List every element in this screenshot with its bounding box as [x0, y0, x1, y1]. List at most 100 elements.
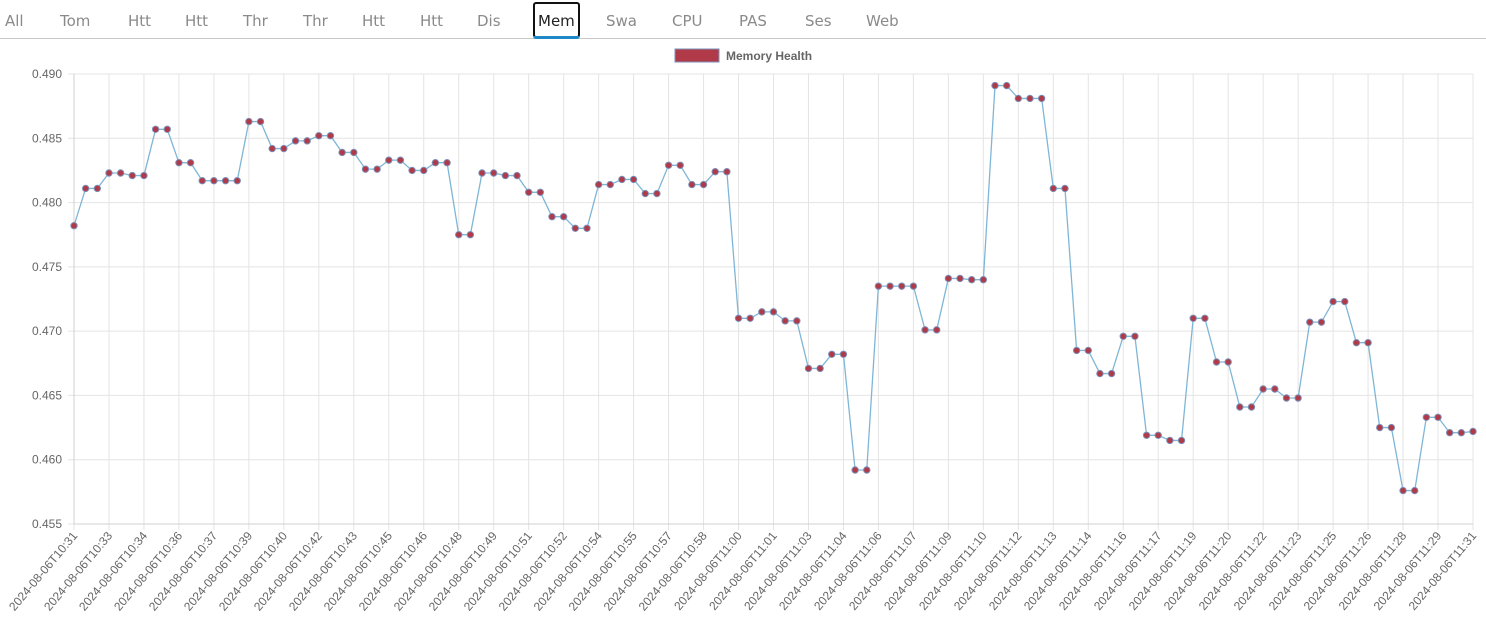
data-point[interactable]: [851, 466, 859, 474]
data-point[interactable]: [1131, 332, 1139, 340]
data-point[interactable]: [559, 213, 568, 221]
data-point[interactable]: [1201, 314, 1209, 322]
data-point[interactable]: [1247, 403, 1256, 411]
data-point[interactable]: [198, 177, 206, 185]
tab-htt-3[interactable]: Htt: [185, 12, 209, 30]
data-point[interactable]: [1072, 346, 1081, 355]
data-point[interactable]: [967, 276, 976, 284]
data-point[interactable]: [1166, 436, 1174, 445]
tab-swa-10[interactable]: Swa: [606, 12, 637, 30]
data-point[interactable]: [280, 144, 288, 153]
data-point[interactable]: [105, 169, 113, 177]
data-point[interactable]: [536, 188, 545, 196]
data-point[interactable]: [466, 231, 475, 239]
data-point[interactable]: [1282, 394, 1291, 402]
chart-legend[interactable]: Memory Health: [674, 48, 812, 63]
tab-mem-9[interactable]: Mem: [533, 2, 580, 39]
data-point[interactable]: [291, 137, 300, 145]
data-point[interactable]: [326, 132, 335, 140]
data-point[interactable]: [933, 326, 941, 334]
data-point[interactable]: [163, 125, 171, 133]
data-point[interactable]: [979, 276, 988, 284]
data-point[interactable]: [1107, 369, 1116, 378]
data-point[interactable]: [641, 189, 649, 198]
tab-thr-5[interactable]: Thr: [303, 12, 328, 30]
tab-pas-12[interactable]: PAS: [739, 12, 767, 30]
data-point[interactable]: [338, 148, 346, 157]
data-point[interactable]: [373, 165, 381, 173]
data-point[interactable]: [1352, 339, 1361, 347]
data-point[interactable]: [524, 188, 533, 196]
data-point[interactable]: [1259, 385, 1267, 393]
data-point[interactable]: [758, 308, 766, 316]
data-point[interactable]: [629, 175, 638, 184]
data-point[interactable]: [70, 222, 78, 230]
data-point[interactable]: [1236, 403, 1244, 411]
data-point[interactable]: [781, 317, 789, 325]
data-point[interactable]: [1341, 297, 1349, 306]
data-point[interactable]: [350, 148, 358, 157]
data-point[interactable]: [1387, 423, 1396, 432]
data-point[interactable]: [1469, 427, 1477, 436]
data-point[interactable]: [734, 314, 743, 322]
tab-ses-13[interactable]: Ses: [805, 12, 832, 30]
data-point[interactable]: [1061, 184, 1069, 193]
tab-dis-8[interactable]: Dis: [477, 12, 501, 30]
data-point[interactable]: [1224, 358, 1232, 366]
data-point[interactable]: [839, 350, 848, 358]
data-point[interactable]: [1002, 81, 1011, 90]
data-point[interactable]: [746, 314, 754, 322]
data-point[interactable]: [1376, 423, 1384, 432]
data-point[interactable]: [886, 282, 894, 290]
tab-tom-1[interactable]: Tom: [60, 12, 91, 30]
data-point[interactable]: [1457, 429, 1466, 437]
data-point[interactable]: [1434, 413, 1442, 421]
data-point[interactable]: [828, 350, 836, 358]
data-point[interactable]: [1329, 297, 1337, 306]
tab-all-0[interactable]: All: [5, 12, 24, 30]
data-point[interactable]: [606, 180, 614, 189]
data-point[interactable]: [1096, 369, 1104, 378]
data-point[interactable]: [128, 171, 136, 180]
data-point[interactable]: [909, 282, 918, 290]
data-point[interactable]: [233, 177, 241, 185]
tab-web-14[interactable]: Web: [866, 12, 899, 30]
data-point[interactable]: [944, 274, 953, 283]
data-point[interactable]: [245, 117, 253, 126]
data-point[interactable]: [186, 159, 195, 167]
data-point[interactable]: [583, 224, 591, 232]
data-point[interactable]: [1411, 486, 1419, 495]
data-point[interactable]: [664, 161, 673, 169]
data-point[interactable]: [1189, 314, 1197, 322]
data-point[interactable]: [1142, 431, 1151, 439]
data-point[interactable]: [793, 317, 801, 325]
data-point[interactable]: [1364, 339, 1372, 347]
data-point[interactable]: [501, 171, 510, 180]
data-point[interactable]: [699, 180, 708, 189]
tab-cpu-11[interactable]: CPU: [672, 12, 703, 30]
data-point[interactable]: [221, 177, 230, 185]
data-point[interactable]: [1445, 429, 1454, 437]
data-point[interactable]: [256, 117, 265, 126]
data-point[interactable]: [455, 231, 463, 239]
tab-thr-4[interactable]: Thr: [243, 12, 268, 30]
data-point[interactable]: [385, 156, 393, 164]
data-point[interactable]: [1422, 413, 1431, 421]
data-point[interactable]: [431, 159, 440, 167]
data-point[interactable]: [991, 81, 999, 90]
data-point[interactable]: [408, 166, 416, 175]
data-point[interactable]: [1049, 184, 1058, 193]
data-point[interactable]: [723, 168, 731, 176]
data-point[interactable]: [956, 274, 964, 283]
data-point[interactable]: [1084, 346, 1092, 355]
data-point[interactable]: [210, 177, 218, 185]
data-point[interactable]: [396, 156, 405, 164]
data-point[interactable]: [874, 282, 883, 290]
data-point[interactable]: [420, 166, 428, 175]
data-point[interactable]: [769, 308, 778, 316]
data-point[interactable]: [1317, 318, 1326, 326]
data-point[interactable]: [571, 224, 580, 232]
data-point[interactable]: [116, 169, 125, 177]
data-point[interactable]: [1271, 385, 1279, 393]
data-point[interactable]: [1037, 94, 1046, 103]
